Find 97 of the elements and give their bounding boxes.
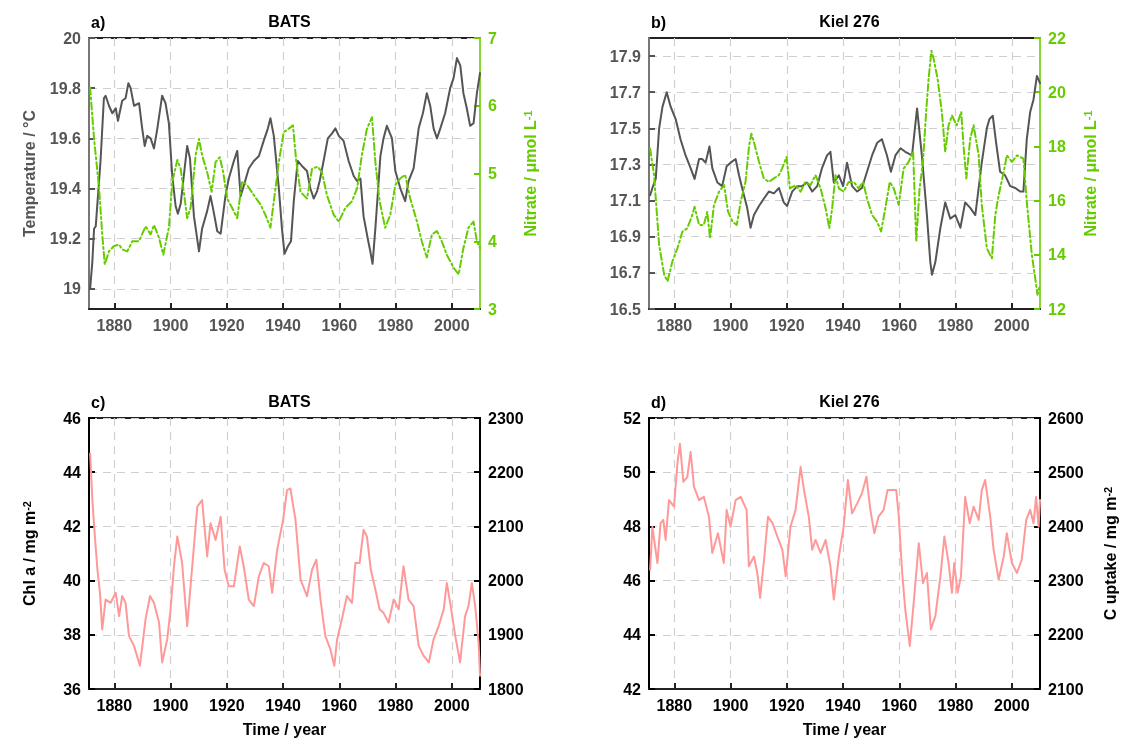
y-tick-label: 16.5: [609, 300, 642, 318]
x-tick-label: 1880: [656, 316, 693, 334]
y-tick-label: 16.9: [609, 228, 642, 246]
text: d): [651, 393, 667, 411]
x-tick-label: 1960: [321, 316, 358, 334]
y2-tick-label: 2600: [1048, 409, 1084, 427]
y-tick-label: 19.8: [49, 79, 82, 97]
y-tick-label: 46: [623, 572, 642, 590]
x-tick-label: 1980: [937, 316, 974, 334]
text: b): [651, 13, 667, 31]
chart-title: Kiel 276: [819, 392, 880, 410]
y2-tick-label: 1800: [488, 680, 524, 698]
y2-tick-label: 3: [488, 300, 497, 318]
y2-tick-label: 22: [1048, 29, 1066, 47]
y2-tick-label: 2200: [488, 463, 524, 481]
y2-tick-label: 2100: [488, 517, 524, 535]
x-tick-label: 1960: [881, 316, 918, 334]
chart-title: BATS: [268, 12, 312, 30]
x-tick-label: 1940: [265, 696, 301, 714]
x-tick-label: 1920: [769, 696, 805, 714]
y-tick-label: 19.6: [49, 129, 82, 147]
y2-axis-title: Nitrate / μmol L-1: [521, 110, 539, 237]
x-tick-label: 1920: [209, 696, 245, 714]
x-tick-label: 1900: [712, 696, 749, 714]
line-series: [649, 49, 1041, 296]
y-axis-title: Temperature / °C: [20, 109, 38, 238]
y-tick-label: 42: [623, 680, 642, 698]
line-series: [89, 86, 481, 276]
y2-tick-label: 7: [488, 29, 497, 47]
y-tick-label: 17.5: [609, 119, 642, 137]
y-tick-label: 17.9: [609, 47, 642, 65]
y2-axis-title: Nitrate / μmol L-1: [1081, 110, 1099, 237]
y-tick-label: 19.4: [49, 180, 82, 198]
y2-tick-label: 2200: [1048, 626, 1084, 644]
y-tick-label: 19: [63, 280, 82, 298]
x-tick-label: 1940: [825, 696, 861, 714]
y2-tick-label: 12: [1048, 300, 1066, 318]
y2-tick-label: 16: [1048, 192, 1066, 210]
y2-tick-label: 2400: [1048, 517, 1084, 535]
y2-axis-title: C uptake / mg m-2: [1101, 486, 1119, 621]
y2-tick-label: 2500: [1048, 463, 1084, 481]
y-tick-label: 46: [63, 409, 82, 427]
x-tick-label: 2000: [434, 316, 470, 334]
x-axis-title: Time / year: [242, 720, 327, 738]
y-tick-label: 38: [63, 626, 82, 644]
x-tick-label: 1960: [321, 696, 358, 714]
x-axis-title: Time / year: [802, 720, 887, 738]
text: a): [91, 13, 106, 31]
y-tick-label: 48: [623, 517, 642, 535]
x-tick-label: 1940: [825, 316, 861, 334]
y-tick-label: 44: [63, 463, 82, 481]
y2-tick-label: 2000: [488, 572, 524, 590]
y-tick-label: 52: [623, 409, 642, 427]
x-tick-label: 1900: [712, 316, 749, 334]
x-tick-label: 2000: [994, 316, 1030, 334]
y2-tick-label: 4: [488, 232, 497, 250]
chart-title: Kiel 276: [819, 12, 880, 30]
x-tick-label: 2000: [434, 696, 470, 714]
x-tick-label: 1900: [152, 316, 189, 334]
x-tick-label: 1900: [152, 696, 189, 714]
y2-tick-label: 2100: [1048, 680, 1084, 698]
x-tick-label: 1880: [96, 316, 133, 334]
text: c): [91, 393, 106, 411]
x-tick-label: 1940: [265, 316, 301, 334]
x-tick-label: 1920: [769, 316, 805, 334]
line-series: [649, 74, 1041, 276]
y-tick-label: 36: [63, 680, 82, 698]
y-tick-label: 16.7: [609, 264, 642, 282]
y-tick-label: 19.2: [49, 230, 82, 248]
chart-title: BATS: [268, 392, 312, 410]
y2-tick-label: 18: [1048, 137, 1066, 155]
y-tick-label: 20: [63, 29, 82, 47]
x-tick-label: 1980: [377, 696, 414, 714]
line-series: [649, 442, 1041, 647]
x-tick-label: 1920: [209, 316, 245, 334]
y2-tick-label: 20: [1048, 83, 1066, 101]
y-tick-label: 40: [63, 572, 82, 590]
x-tick-label: 1880: [656, 696, 693, 714]
line-series: [89, 452, 481, 677]
y-tick-label: 44: [623, 626, 642, 644]
y2-tick-label: 5: [488, 165, 497, 182]
y2-tick-label: 14: [1048, 246, 1066, 264]
y-tick-label: 17.1: [609, 192, 642, 210]
x-tick-label: 1880: [96, 696, 133, 714]
y-tick-label: 42: [63, 517, 82, 535]
y-tick-label: 17.7: [609, 83, 642, 101]
y-tick-label: 17.3: [609, 155, 642, 173]
y2-tick-label: 2300: [1048, 572, 1084, 590]
y-tick-label: 50: [623, 463, 642, 481]
x-tick-label: 1980: [937, 696, 974, 714]
y2-tick-label: 2300: [488, 409, 524, 427]
y-axis-title: Chl a / mg m-2: [20, 501, 38, 606]
x-tick-label: 1960: [881, 696, 918, 714]
y2-tick-label: 6: [488, 97, 497, 115]
x-tick-label: 1980: [377, 316, 414, 334]
y2-tick-label: 1900: [488, 626, 524, 644]
x-tick-label: 2000: [994, 696, 1030, 714]
